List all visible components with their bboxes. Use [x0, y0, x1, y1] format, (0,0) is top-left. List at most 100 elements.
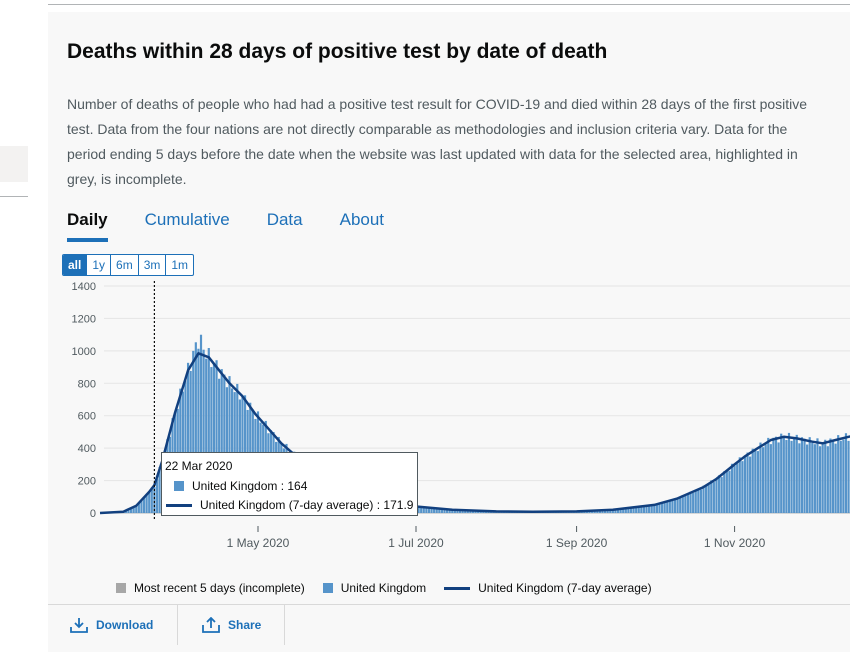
legend-incomplete: Most recent 5 days (incomplete): [116, 581, 305, 595]
chart-legend: Most recent 5 days (incomplete) United K…: [116, 581, 652, 595]
data-bar: [140, 500, 143, 513]
data-bar: [785, 440, 788, 513]
x-tick-label: 1 May 2020: [227, 536, 290, 550]
legend-bars: United Kingdom: [322, 581, 426, 595]
legend-line-label: United Kingdom (7-day average): [478, 581, 652, 595]
data-bar: [145, 494, 148, 513]
data-bar: [679, 497, 682, 513]
data-bar: [705, 485, 708, 513]
data-bar: [598, 510, 601, 513]
data-bar: [712, 482, 715, 513]
data-bar: [601, 510, 604, 513]
y-tick-label: 400: [78, 443, 96, 455]
data-bar: [624, 507, 627, 513]
range-1m-button[interactable]: 1m: [171, 258, 189, 272]
data-bar: [673, 498, 677, 513]
data-bar: [207, 348, 210, 513]
data-bar: [658, 503, 661, 513]
x-tick-label: 1 Jul 2020: [388, 536, 444, 550]
data-bar: [774, 436, 778, 513]
data-bar: [751, 448, 754, 513]
data-bar: [806, 444, 809, 513]
tooltip-average-value: United Kingdom (7-day average) : 171.9: [200, 498, 414, 512]
x-tick-label: 1 Nov 2020: [704, 536, 766, 550]
data-bar: [754, 449, 757, 513]
data-bar: [622, 508, 625, 513]
data-bar: [808, 437, 811, 513]
download-button[interactable]: Download: [70, 605, 153, 645]
data-bar: [746, 452, 749, 513]
y-tick-label: 1200: [72, 313, 96, 325]
data-bar: [772, 437, 775, 513]
data-bar: [761, 447, 765, 513]
deaths-chart[interactable]: 0 200 400 600 800 1000 1200 1400 1 May 2020 1 Jul…: [0, 0, 850, 560]
tab-data[interactable]: Data: [266, 210, 303, 229]
data-bar: [629, 507, 633, 513]
data-bar: [205, 358, 208, 513]
data-bar: [430, 508, 433, 513]
range-3m-button[interactable]: 3m: [139, 255, 167, 275]
range-1y-button[interactable]: 1y: [87, 255, 112, 275]
data-bar: [632, 506, 635, 513]
data-bar: [842, 439, 845, 513]
data-bar: [210, 367, 213, 513]
data-bar: [627, 508, 630, 513]
data-bar: [676, 498, 679, 513]
data-bar: [202, 349, 205, 513]
legend-line: United Kingdom (7-day average): [444, 581, 652, 595]
tooltip-row-daily: United Kingdom : 164: [174, 479, 307, 493]
data-bar: [692, 492, 695, 513]
data-bar: [184, 380, 187, 513]
data-bar: [443, 509, 446, 513]
data-bar: [723, 471, 726, 513]
data-bar: [223, 374, 226, 513]
data-bar: [212, 364, 216, 513]
tab-about[interactable]: About: [339, 210, 385, 229]
data-bar: [720, 477, 723, 513]
data-bar: [764, 444, 767, 513]
data-bar: [821, 442, 824, 513]
data-bar: [787, 432, 791, 513]
data-bar: [795, 434, 798, 513]
y-tick-label: 1000: [72, 346, 96, 358]
data-bar: [220, 369, 223, 513]
share-icon: [202, 617, 220, 633]
data-bar: [749, 456, 752, 513]
data-bar: [440, 508, 443, 513]
card-footer: Download Share: [48, 604, 850, 645]
data-bar: [660, 502, 664, 513]
download-icon: [70, 618, 88, 633]
data-bar: [834, 443, 837, 513]
data-bar: [725, 470, 728, 513]
data-bar: [655, 504, 658, 513]
y-tick-label: 600: [78, 411, 96, 423]
data-bar: [228, 376, 231, 513]
range-all-button[interactable]: all: [63, 255, 88, 275]
data-bar: [231, 388, 234, 513]
share-label: Share: [228, 618, 262, 632]
data-bar: [453, 509, 456, 513]
data-bar: [668, 500, 671, 513]
legend-line-swatch: [444, 586, 471, 590]
range-6m-button[interactable]: 6m: [111, 255, 139, 275]
data-bar: [694, 489, 697, 513]
data-bar: [699, 489, 703, 513]
data-bar: [603, 509, 607, 513]
data-bar: [715, 478, 718, 513]
data-bar: [609, 509, 612, 513]
data-bar: [736, 463, 739, 513]
tab-daily[interactable]: Daily: [67, 210, 108, 242]
data-bar: [816, 438, 819, 513]
data-bar: [461, 510, 464, 513]
share-button[interactable]: Share: [202, 605, 261, 645]
data-bar: [653, 504, 656, 513]
footer-separator: [284, 605, 285, 645]
data-bar: [642, 506, 646, 513]
tab-cumulative[interactable]: Cumulative: [144, 210, 230, 229]
data-bar: [135, 505, 138, 513]
data-bar: [684, 495, 687, 513]
data-bar: [197, 348, 200, 513]
footer-separator: [177, 605, 178, 645]
data-bar: [728, 470, 731, 513]
data-bar: [702, 485, 705, 513]
